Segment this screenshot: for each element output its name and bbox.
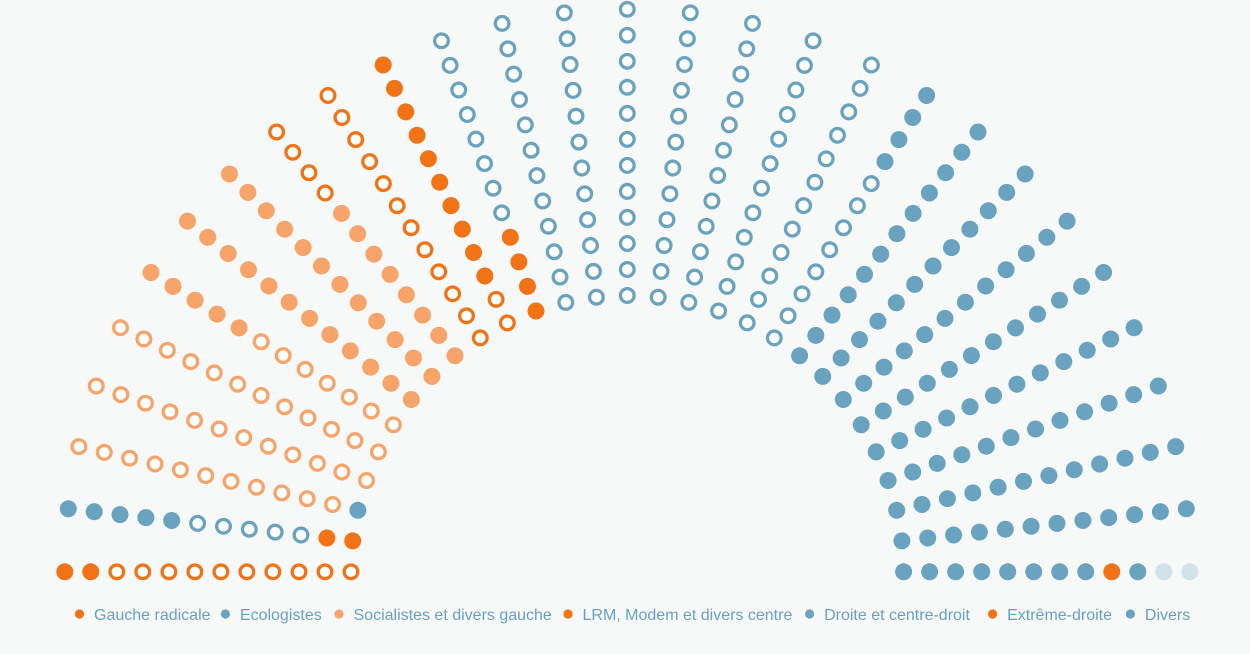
- svg-text:Gauche radicale: Gauche radicale: [94, 607, 211, 624]
- svg-text:Divers: Divers: [1145, 607, 1190, 624]
- svg-text:Socialistes et divers gauche: Socialistes et divers gauche: [354, 607, 552, 624]
- svg-text:Droite et centre-droit: Droite et centre-droit: [824, 607, 970, 624]
- svg-text:LRM, Modem et divers centre: LRM, Modem et divers centre: [583, 607, 793, 624]
- svg-text:Ecologistes: Ecologistes: [240, 607, 322, 624]
- svg-text:Extrême-droite: Extrême-droite: [1007, 607, 1112, 624]
